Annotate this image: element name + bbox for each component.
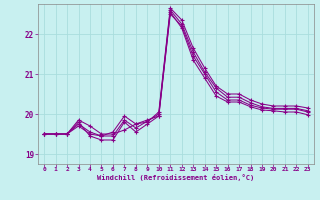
X-axis label: Windchill (Refroidissement éolien,°C): Windchill (Refroidissement éolien,°C) xyxy=(97,174,255,181)
